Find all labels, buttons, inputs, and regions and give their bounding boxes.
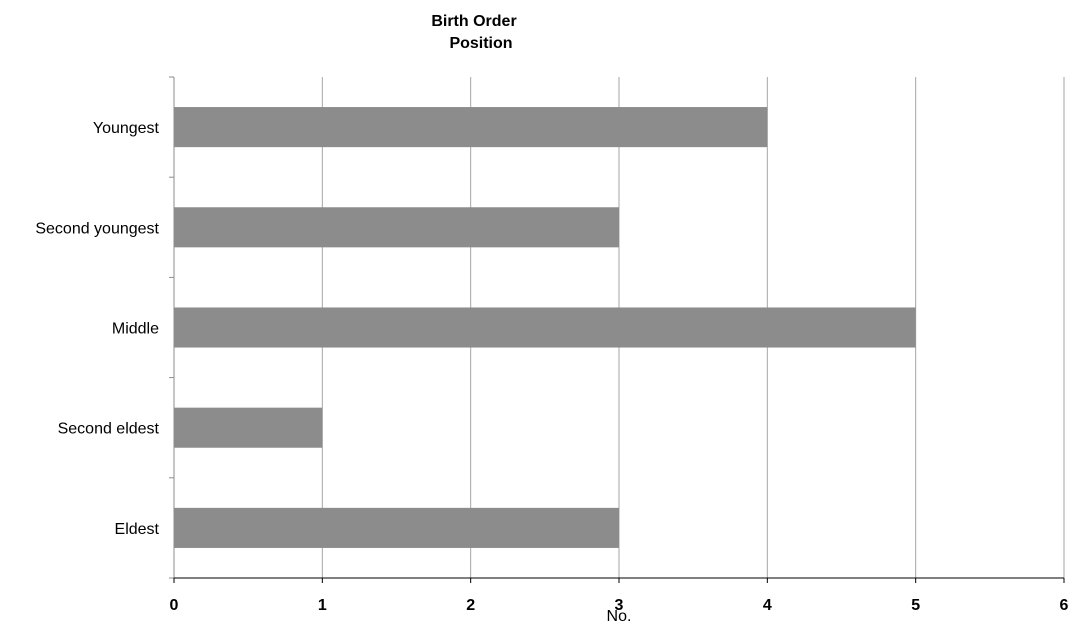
x-tick-label-1: 1 <box>318 597 327 614</box>
bar-youngest <box>174 107 768 148</box>
x-axis-label: No. <box>607 608 632 623</box>
bar-eldest <box>174 507 619 548</box>
chart-title-line-2: Position <box>449 35 512 52</box>
axis-labels: Youngest Second youngest Middle Second elde… <box>35 120 1068 614</box>
bars <box>174 107 916 548</box>
bar-middle <box>174 307 916 348</box>
x-tick-label-3: 3 <box>615 597 624 614</box>
x-tick-label-0: 0 <box>170 597 179 614</box>
y-tick-label-second-eldest: Second eldest <box>58 421 160 438</box>
bar-second-youngest <box>174 207 619 248</box>
x-tick-label-4: 4 <box>763 597 772 614</box>
y-tick-label-youngest: Youngest <box>93 120 160 137</box>
bar-second-eldest <box>174 407 323 448</box>
chart-title-line-1: Birth Order <box>431 13 516 30</box>
x-tick-label-2: 2 <box>466 597 475 614</box>
y-tick-label-eldest: Eldest <box>115 521 160 538</box>
x-tick-label-6: 6 <box>1060 597 1069 614</box>
axes <box>169 76 1065 583</box>
y-tick-label-second-youngest: Second youngest <box>35 220 159 237</box>
y-tick-label-middle: Middle <box>112 321 159 338</box>
x-tick-label-5: 5 <box>911 597 920 614</box>
